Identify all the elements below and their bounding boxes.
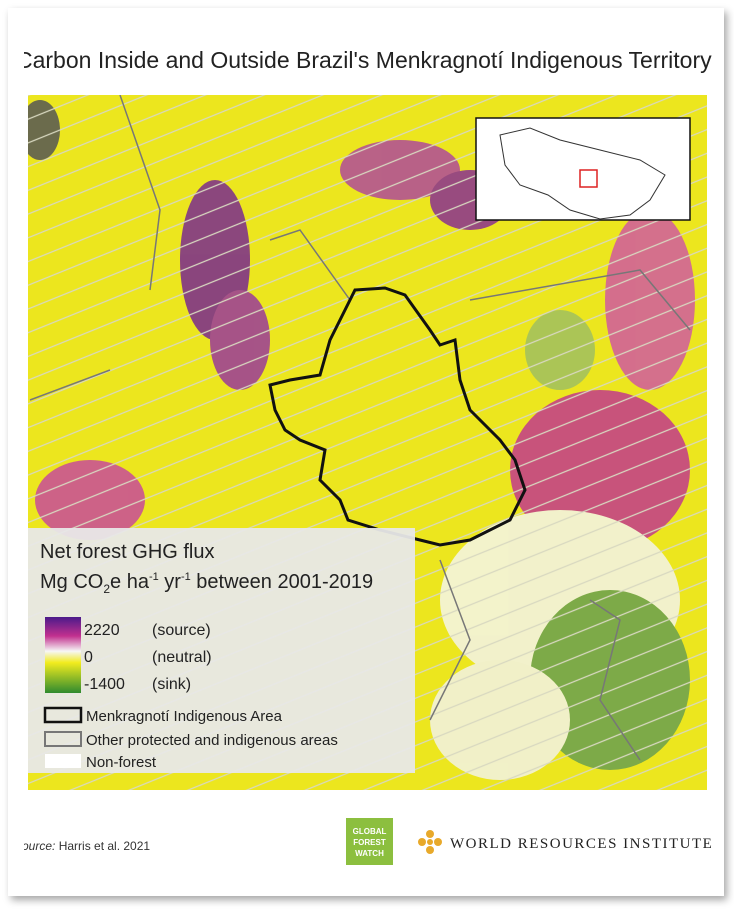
unit-part: Mg CO	[40, 571, 103, 593]
color-ramp	[45, 617, 81, 693]
swatch-protected	[44, 731, 82, 747]
scale-value: -1400	[84, 676, 125, 693]
scale-note: (source)	[152, 622, 211, 639]
swatch-menkragnoti	[43, 706, 83, 724]
source-label: Source:	[14, 839, 55, 853]
gfw-text: WATCH	[355, 849, 384, 858]
swatch-nonforest	[45, 754, 81, 768]
legend: Net forest GHG flux Mg CO2e ha-1 yr-1 be…	[28, 528, 415, 773]
scale-note: (neutral)	[152, 649, 212, 666]
source: Source: Harris et al. 2021	[14, 839, 150, 853]
map-title: Carbon Inside and Outside Brazil's Menkr…	[16, 47, 712, 73]
unit-part: yr	[159, 571, 182, 593]
wri-mark	[418, 830, 442, 854]
scale-value: 0	[84, 649, 93, 666]
unit-sup: -1	[149, 571, 159, 583]
legend-title: Net forest GHG flux	[40, 541, 215, 563]
legend-area: Non-forest	[86, 754, 157, 771]
unit-sub: 2	[103, 582, 110, 596]
unit-part: e ha	[110, 571, 150, 593]
gfw-text: GLOBAL	[353, 827, 387, 836]
gfw-text: FOREST	[353, 838, 386, 847]
unit-sup: -1	[181, 571, 191, 583]
source-text: Harris et al. 2021	[59, 839, 151, 853]
territory-outline	[268, 286, 527, 547]
footer: Source: Harris et al. 2021 GLOBAL FOREST…	[14, 818, 713, 865]
legend-area: Menkragnotí Indigenous Area	[86, 708, 283, 725]
wri-text: WORLD RESOURCES INSTITUTE	[450, 836, 713, 852]
legend-unit: Mg CO2e ha-1 yr-1 between 2001-2019	[40, 571, 373, 596]
unit-part: between 2001-2019	[191, 571, 373, 593]
inset-map	[475, 117, 691, 221]
scale-value: 2220	[84, 622, 120, 639]
scale-note: (sink)	[152, 676, 191, 693]
legend-area: Other protected and indigenous areas	[86, 732, 338, 749]
gfw-logo	[346, 818, 393, 865]
